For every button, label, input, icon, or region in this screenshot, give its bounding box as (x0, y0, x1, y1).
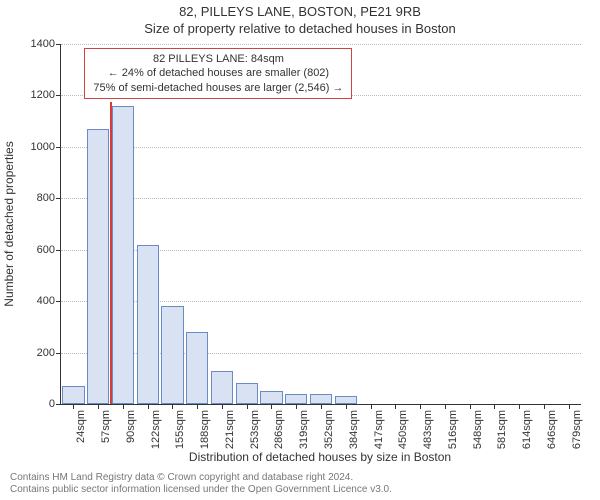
property-marker-line (110, 102, 112, 404)
footer-line-2: Contains public sector information licen… (10, 484, 392, 496)
page-subtitle: Size of property relative to detached ho… (0, 19, 600, 36)
annotation-line-2: ← 24% of detached houses are smaller (80… (93, 66, 343, 80)
footer-line-1: Contains HM Land Registry data © Crown c… (10, 472, 392, 484)
gridline (61, 44, 581, 45)
x-tick-mark (470, 404, 471, 409)
x-tick-label: 483sqm (422, 410, 434, 449)
x-tick-mark (222, 404, 223, 409)
x-tick-label: 679sqm (571, 410, 583, 449)
x-tick-label: 122sqm (150, 410, 162, 449)
attribution-footer: Contains HM Land Registry data © Crown c… (10, 472, 392, 496)
x-tick-mark (569, 404, 570, 409)
y-tick-label: 1200 (15, 89, 61, 101)
x-tick-mark (395, 404, 396, 409)
histogram-bar (260, 391, 282, 404)
gridline (61, 147, 581, 148)
x-tick-mark (321, 404, 322, 409)
histogram-bar (112, 106, 134, 404)
x-tick-label: 155sqm (174, 410, 186, 449)
x-tick-mark (197, 404, 198, 409)
marker-annotation-box: 82 PILLEYS LANE: 84sqm ← 24% of detached… (84, 48, 352, 99)
histogram-bar (236, 383, 258, 404)
y-tick-label: 400 (15, 295, 61, 307)
x-tick-mark (123, 404, 124, 409)
x-tick-mark (346, 404, 347, 409)
x-tick-label: 450sqm (397, 410, 409, 449)
x-tick-label: 417sqm (373, 410, 385, 449)
x-tick-label: 24sqm (75, 410, 87, 443)
x-tick-mark (247, 404, 248, 409)
y-tick-label: 0 (15, 398, 61, 410)
x-tick-label: 548sqm (472, 410, 484, 449)
x-tick-mark (148, 404, 149, 409)
histogram-bar (186, 332, 208, 404)
x-tick-label: 581sqm (496, 410, 508, 449)
x-tick-label: 90sqm (125, 410, 137, 443)
x-tick-label: 646sqm (546, 410, 558, 449)
x-tick-mark (371, 404, 372, 409)
y-tick-label: 800 (15, 192, 61, 204)
histogram-bar (335, 396, 357, 404)
y-tick-label: 1000 (15, 141, 61, 153)
x-tick-label: 253sqm (249, 410, 261, 449)
x-axis-label: Distribution of detached houses by size … (60, 450, 580, 464)
page-title: 82, PILLEYS LANE, BOSTON, PE21 9RB (0, 0, 600, 19)
histogram-bar (62, 386, 84, 404)
gridline (61, 198, 581, 199)
x-tick-mark (445, 404, 446, 409)
x-tick-mark (98, 404, 99, 409)
x-tick-mark (296, 404, 297, 409)
histogram-bar (161, 306, 183, 404)
x-tick-label: 221sqm (224, 410, 236, 449)
histogram-bar (211, 371, 233, 404)
x-tick-label: 57sqm (100, 410, 112, 443)
annotation-line-3: 75% of semi-detached houses are larger (… (93, 81, 343, 95)
histogram-bar (87, 129, 109, 404)
x-tick-mark (420, 404, 421, 409)
y-tick-label: 600 (15, 244, 61, 256)
annotation-line-1: 82 PILLEYS LANE: 84sqm (93, 52, 343, 66)
x-tick-label: 188sqm (199, 410, 211, 449)
y-tick-label: 1400 (15, 38, 61, 50)
x-tick-label: 352sqm (323, 410, 335, 449)
x-tick-mark (494, 404, 495, 409)
histogram-bar (137, 245, 159, 404)
x-tick-mark (271, 404, 272, 409)
y-tick-label: 200 (15, 347, 61, 359)
x-tick-mark (73, 404, 74, 409)
x-tick-label: 384sqm (348, 410, 360, 449)
y-axis-label: Number of detached properties (2, 141, 16, 306)
x-tick-mark (172, 404, 173, 409)
x-tick-label: 614sqm (521, 410, 533, 449)
x-tick-mark (544, 404, 545, 409)
x-tick-label: 516sqm (447, 410, 459, 449)
x-tick-mark (519, 404, 520, 409)
histogram-bar (310, 394, 332, 404)
histogram-plot: 020040060080010001200140024sqm57sqm90sqm… (60, 44, 581, 405)
histogram-bar (285, 394, 307, 404)
x-tick-label: 319sqm (298, 410, 310, 449)
x-tick-label: 286sqm (273, 410, 285, 449)
